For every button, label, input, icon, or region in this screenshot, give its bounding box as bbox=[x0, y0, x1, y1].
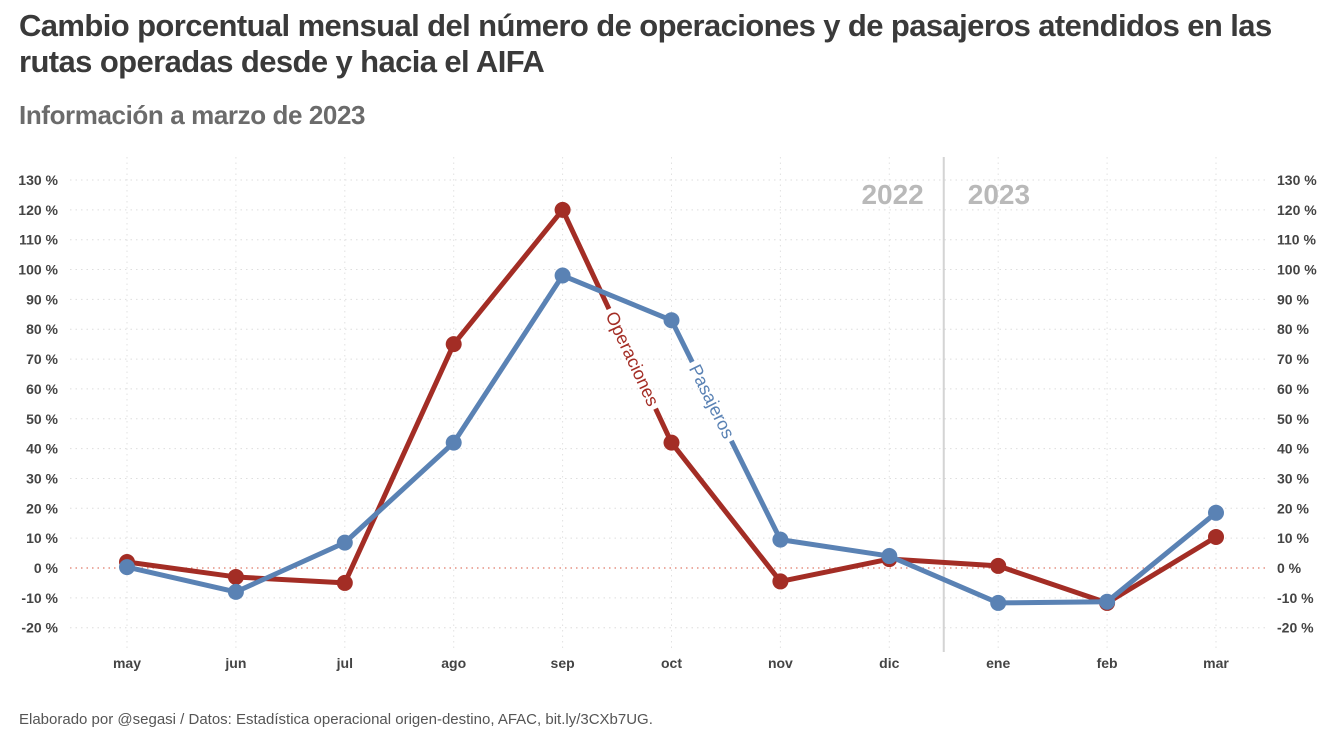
x-tick-label: nov bbox=[768, 655, 793, 671]
point-operaciones[interactable] bbox=[445, 336, 462, 353]
point-pasajeros[interactable] bbox=[227, 583, 244, 600]
y-tick-label: 90 % bbox=[26, 291, 58, 307]
x-tick-label: sep bbox=[551, 655, 575, 671]
point-pasajeros[interactable] bbox=[1208, 504, 1224, 521]
year-label-2022: 2022 bbox=[861, 179, 923, 210]
y-tick-label: 70 % bbox=[26, 351, 58, 367]
point-operaciones[interactable] bbox=[227, 568, 244, 585]
series-operaciones bbox=[119, 201, 1224, 611]
point-operaciones[interactable] bbox=[772, 573, 789, 590]
point-pasajeros[interactable] bbox=[336, 534, 353, 551]
y-tick-label-right: 30 % bbox=[1277, 470, 1309, 486]
line-chart: -20 % -10 % 0 % 10 % 20 % 30 % 40 % 50 % 60 % 70 … bbox=[18, 157, 1317, 671]
series-pasajeros bbox=[119, 267, 1224, 611]
y-tick-label-right: -20 % bbox=[1277, 620, 1314, 636]
y-tick-label: 10 % bbox=[26, 530, 58, 546]
point-pasajeros[interactable] bbox=[881, 548, 898, 565]
y-tick-label: 30 % bbox=[26, 470, 58, 486]
point-operaciones[interactable] bbox=[554, 201, 571, 218]
y-tick-label-right: 60 % bbox=[1277, 381, 1309, 397]
y-tick-label: 50 % bbox=[26, 411, 58, 427]
x-tick-label: jun bbox=[224, 655, 246, 671]
y-tick-label: 40 % bbox=[26, 441, 58, 457]
y-tick-label-right: 90 % bbox=[1277, 291, 1309, 307]
y-tick-label-right: 110 % bbox=[1277, 232, 1316, 248]
x-tick-label: jul bbox=[336, 655, 353, 671]
point-pasajeros[interactable] bbox=[119, 559, 135, 576]
series-labels: Operaciones Pasajeros bbox=[602, 307, 739, 443]
y-tick-label-right: 130 % bbox=[1277, 172, 1317, 188]
y-axis-left: -20 % -10 % 0 % 10 % 20 % 30 % 40 % 50 % 60 % 70 … bbox=[18, 172, 58, 636]
x-tick-label: feb bbox=[1097, 655, 1118, 671]
year-label-2023: 2023 bbox=[968, 179, 1030, 210]
y-tick-label: 130 % bbox=[18, 172, 58, 188]
point-pasajeros[interactable] bbox=[663, 312, 680, 329]
y-tick-label-right: 40 % bbox=[1277, 441, 1309, 457]
point-operaciones[interactable] bbox=[990, 557, 1007, 574]
y-tick-label-right: 20 % bbox=[1277, 500, 1309, 516]
y-tick-label: 0 % bbox=[34, 560, 59, 576]
point-pasajeros[interactable] bbox=[1099, 593, 1116, 610]
y-axis-right: -20 % -10 % 0 % 10 % 20 % 30 % 40 % 50 % 60 % 70 … bbox=[1277, 172, 1317, 636]
y-tick-label: 80 % bbox=[26, 321, 58, 337]
y-tick-label-right: 100 % bbox=[1277, 262, 1317, 278]
x-tick-label: oct bbox=[661, 655, 682, 671]
x-tick-label: mar bbox=[1203, 655, 1229, 671]
point-operaciones[interactable] bbox=[336, 574, 353, 591]
y-tick-label-right: 120 % bbox=[1277, 202, 1317, 218]
series-label-pasajeros: Pasajeros bbox=[685, 361, 739, 442]
y-tick-label-right: -10 % bbox=[1277, 590, 1314, 606]
y-tick-label-right: 10 % bbox=[1277, 530, 1309, 546]
y-tick-label: 20 % bbox=[26, 500, 58, 516]
chart-subtitle: Información a marzo de 2023 bbox=[19, 100, 366, 130]
y-tick-label: 100 % bbox=[18, 262, 58, 278]
x-tick-label: dic bbox=[879, 655, 899, 671]
point-operaciones[interactable] bbox=[663, 434, 680, 451]
source-note: Elaborado por @segasi / Datos: Estadísti… bbox=[19, 711, 653, 728]
x-tick-label: ene bbox=[986, 655, 1010, 671]
y-tick-label-right: 50 % bbox=[1277, 411, 1309, 427]
point-operaciones[interactable] bbox=[1208, 528, 1224, 545]
y-tick-label: 60 % bbox=[26, 381, 58, 397]
point-pasajeros[interactable] bbox=[445, 434, 462, 451]
y-tick-label: 120 % bbox=[18, 202, 58, 218]
y-tick-label: -10 % bbox=[21, 590, 58, 606]
chart-title: Cambio porcentual mensual del número de … bbox=[19, 8, 1272, 79]
line-operaciones bbox=[124, 207, 1219, 606]
point-pasajeros[interactable] bbox=[772, 531, 789, 548]
x-tick-label: ago bbox=[441, 655, 466, 671]
y-tick-label: 110 % bbox=[19, 232, 58, 248]
label-gap bbox=[688, 360, 736, 443]
x-tick-label: may bbox=[113, 655, 141, 671]
y-tick-label-right: 0 % bbox=[1277, 560, 1302, 576]
y-tick-label-right: 70 % bbox=[1277, 351, 1309, 367]
point-pasajeros[interactable] bbox=[554, 267, 571, 284]
label-gap bbox=[604, 307, 660, 411]
x-axis: may jun jul ago sep oct nov dic ene feb mar bbox=[113, 655, 1229, 671]
point-pasajeros[interactable] bbox=[990, 594, 1007, 611]
y-tick-label-right: 80 % bbox=[1277, 321, 1309, 337]
y-tick-label: -20 % bbox=[21, 620, 58, 636]
series-group bbox=[119, 201, 1224, 611]
